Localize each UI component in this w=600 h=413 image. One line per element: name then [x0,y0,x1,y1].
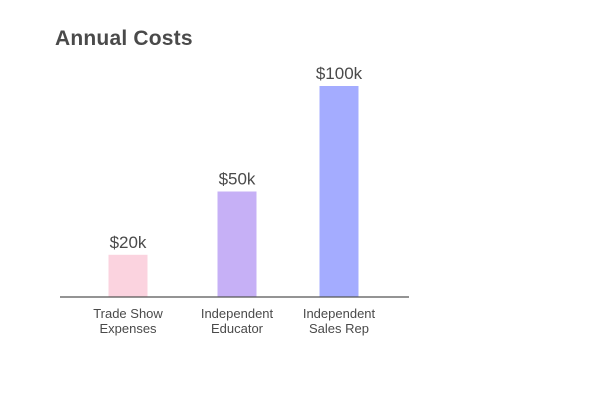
chart-title: Annual Costs [55,27,193,50]
value-label-1: $20k [110,233,147,252]
value-label-3: $100k [316,64,363,83]
category-label-3-line-2: Sales Rep [309,321,369,336]
category-label-1-line-2: Expenses [99,321,157,336]
category-label-2-line-1: Independent [201,306,274,321]
category-label-3-line-1: Independent [303,306,376,321]
category-label-1-line-1: Trade Show [93,306,163,321]
category-label-2-line-2: Educator [211,321,264,336]
value-label-2: $50k [219,170,256,189]
bar-3 [319,86,359,297]
bar-2 [217,191,257,297]
bar-1 [108,254,148,297]
